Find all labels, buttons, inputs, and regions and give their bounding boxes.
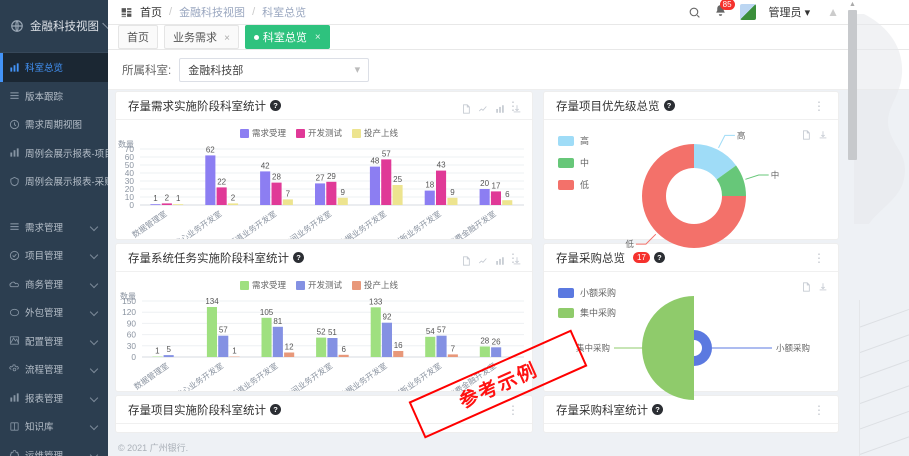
svg-text:5: 5 (166, 345, 171, 354)
svg-text:2: 2 (231, 193, 236, 202)
svg-text:25: 25 (393, 175, 402, 184)
svg-text:中间业务开发室: 中间业务开发室 (282, 208, 334, 239)
svg-text:52: 52 (317, 328, 326, 337)
svg-text:28: 28 (480, 337, 489, 346)
svg-text:28: 28 (272, 173, 281, 182)
svg-text:62: 62 (206, 145, 215, 154)
svg-text:9: 9 (340, 188, 345, 197)
svg-text:57: 57 (382, 149, 391, 158)
svg-text:1: 1 (155, 347, 160, 356)
svg-text:16: 16 (394, 341, 403, 350)
svg-text:消费金融开发室: 消费金融开发室 (446, 208, 498, 239)
svg-text:134: 134 (205, 297, 219, 306)
svg-text:低: 低 (625, 239, 634, 249)
svg-text:150: 150 (122, 296, 136, 306)
svg-text:渠道业务开发室: 渠道业务开发室 (227, 208, 279, 239)
svg-text:中间业务开发室: 中间业务开发室 (283, 360, 335, 391)
svg-text:92: 92 (383, 313, 392, 322)
svg-text:42: 42 (261, 161, 270, 170)
svg-text:数据管理室: 数据管理室 (130, 208, 169, 239)
svg-text:27: 27 (316, 173, 325, 182)
svg-text:12: 12 (285, 343, 294, 352)
svg-text:22: 22 (217, 177, 226, 186)
svg-text:60: 60 (127, 330, 137, 340)
svg-text:54: 54 (426, 327, 435, 336)
svg-text:2: 2 (165, 193, 170, 202)
svg-text:29: 29 (327, 172, 336, 181)
svg-text:高: 高 (737, 130, 746, 140)
svg-text:57: 57 (219, 326, 228, 335)
svg-text:渠道业务开发室: 渠道业务开发室 (228, 360, 280, 391)
svg-text:70: 70 (125, 144, 135, 154)
svg-text:120: 120 (122, 307, 136, 317)
svg-text:创新业务开发室: 创新业务开发室 (392, 360, 444, 391)
svg-text:105: 105 (260, 308, 274, 317)
svg-text:43: 43 (437, 161, 446, 170)
svg-text:57: 57 (437, 326, 446, 335)
svg-text:51: 51 (328, 328, 337, 337)
svg-text:1: 1 (176, 194, 181, 203)
svg-text:26: 26 (492, 337, 501, 346)
svg-text:数据管理室: 数据管理室 (132, 360, 171, 391)
svg-text:中: 中 (771, 170, 780, 180)
svg-text:20: 20 (480, 179, 489, 188)
svg-text:48: 48 (370, 157, 379, 166)
svg-text:1: 1 (153, 194, 158, 203)
svg-text:创新业务开发室: 创新业务开发室 (391, 208, 443, 239)
svg-text:18: 18 (425, 181, 434, 190)
svg-text:核心业务开发室: 核心业务开发室 (173, 360, 225, 391)
svg-text:小额采购: 小额采购 (776, 343, 810, 353)
svg-text:7: 7 (286, 189, 291, 198)
svg-text:17: 17 (492, 181, 501, 190)
svg-text:6: 6 (341, 345, 346, 354)
svg-text:7: 7 (451, 344, 456, 353)
svg-text:30: 30 (127, 341, 137, 351)
svg-text:1: 1 (232, 347, 237, 356)
svg-text:数据业务开发室: 数据业务开发室 (336, 208, 388, 239)
svg-text:6: 6 (505, 190, 510, 199)
svg-text:9: 9 (450, 188, 455, 197)
svg-text:81: 81 (273, 317, 282, 326)
svg-text:0: 0 (131, 352, 136, 362)
svg-text:核心业务开发室: 核心业务开发室 (172, 208, 224, 239)
svg-text:90: 90 (127, 318, 137, 328)
svg-text:数据业务开发室: 数据业务开发室 (337, 360, 389, 391)
svg-text:133: 133 (369, 297, 383, 306)
